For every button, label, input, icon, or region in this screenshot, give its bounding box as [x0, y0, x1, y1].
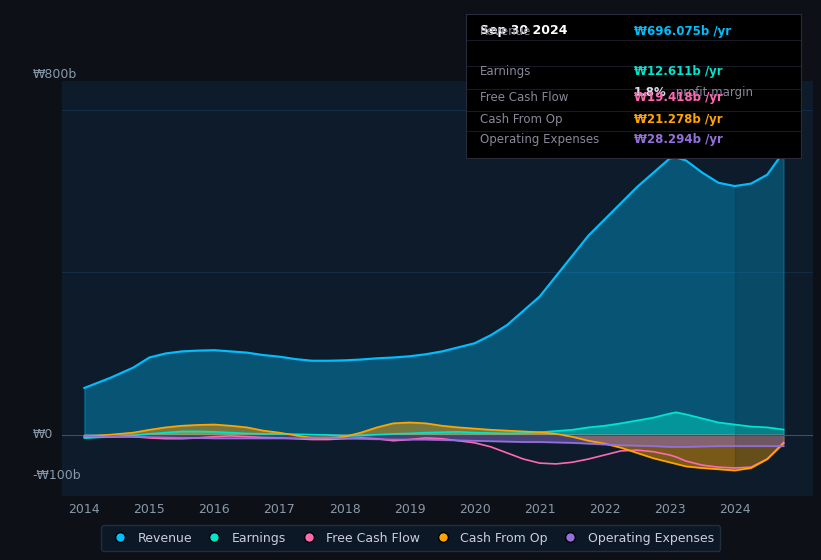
- Text: ₩12.611b /yr: ₩12.611b /yr: [634, 66, 722, 78]
- Bar: [735, 81, 813, 496]
- Text: profit margin: profit margin: [672, 86, 754, 99]
- Text: ₩19.418b /yr: ₩19.418b /yr: [634, 91, 722, 104]
- Text: ₩696.075b /yr: ₩696.075b /yr: [634, 25, 731, 38]
- Text: ₩28.294b /yr: ₩28.294b /yr: [634, 133, 722, 146]
- Text: ₩800b: ₩800b: [33, 68, 77, 81]
- Text: Sep 30 2024: Sep 30 2024: [479, 24, 567, 37]
- Legend: Revenue, Earnings, Free Cash Flow, Cash From Op, Operating Expenses: Revenue, Earnings, Free Cash Flow, Cash …: [101, 525, 720, 551]
- Text: ₩21.278b /yr: ₩21.278b /yr: [634, 113, 722, 126]
- Text: 1.8%: 1.8%: [634, 86, 667, 99]
- Text: Cash From Op: Cash From Op: [479, 113, 562, 126]
- Text: Free Cash Flow: Free Cash Flow: [479, 91, 568, 104]
- Text: Operating Expenses: Operating Expenses: [479, 133, 599, 146]
- Text: Revenue: Revenue: [479, 25, 531, 38]
- Text: -₩100b: -₩100b: [33, 469, 81, 482]
- Text: ₩0: ₩0: [33, 428, 53, 441]
- Text: Earnings: Earnings: [479, 66, 531, 78]
